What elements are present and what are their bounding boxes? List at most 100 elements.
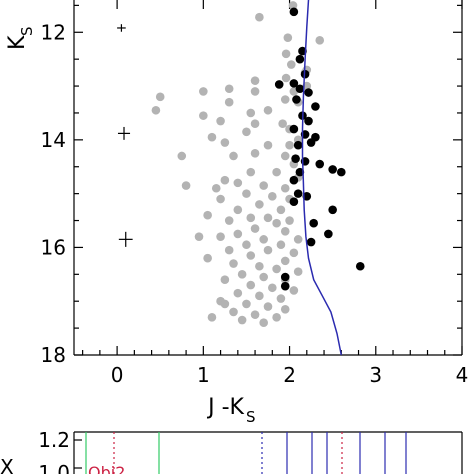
black-point: [311, 102, 320, 111]
gray-point: [233, 229, 243, 239]
gray-point: [250, 87, 260, 96]
gray-point: [272, 167, 281, 177]
black-point: [324, 229, 333, 239]
gray-point: [250, 224, 260, 233]
gray-point: [177, 151, 187, 161]
gray-point: [246, 213, 256, 223]
y-tick-label: 18: [41, 343, 66, 367]
obj-annotation: Obj2: [88, 463, 125, 474]
gray-point: [255, 291, 264, 301]
gray-point: [293, 267, 303, 276]
y-axis-title: K: [5, 35, 30, 50]
black-point: [293, 140, 303, 150]
gray-point: [259, 318, 268, 328]
gray-point: [289, 248, 299, 258]
gray-point: [259, 272, 268, 282]
gray-point: [259, 181, 268, 190]
gray-points-series: [151, 1, 325, 328]
gray-point: [242, 299, 251, 309]
gray-point: [293, 235, 303, 244]
gray-point: [263, 245, 273, 255]
black-point: [328, 205, 337, 215]
gray-point: [233, 288, 243, 298]
x-tick-label: 0: [111, 363, 124, 387]
gray-point: [229, 307, 238, 317]
black-point: [289, 79, 299, 88]
gray-point: [285, 140, 294, 150]
gray-point: [246, 167, 256, 177]
x-axis-title: J -K: [206, 395, 244, 420]
gray-point: [216, 232, 225, 241]
gray-point: [280, 95, 290, 104]
black-point: [289, 7, 299, 17]
gray-point: [233, 178, 243, 188]
y-tick-label: 12: [41, 20, 66, 44]
error-bars: [117, 24, 133, 247]
gray-point: [242, 189, 251, 198]
gray-point: [250, 148, 260, 158]
gray-point: [207, 313, 217, 322]
gray-point: [259, 235, 268, 244]
black-point: [291, 154, 300, 163]
gray-point: [280, 304, 290, 314]
black-point: [295, 84, 305, 94]
gray-point: [268, 283, 277, 293]
gray-point: [246, 251, 256, 260]
gray-point: [207, 132, 217, 142]
gray-point: [272, 218, 281, 228]
gray-point: [286, 60, 296, 69]
black-point: [328, 165, 337, 174]
gray-point: [216, 194, 225, 204]
gray-point: [199, 87, 208, 96]
gray-point: [288, 1, 298, 10]
gray-point: [278, 119, 287, 129]
black-point: [355, 261, 365, 271]
gray-point: [276, 294, 286, 303]
gray-point: [255, 261, 264, 271]
gray-point: [224, 84, 234, 94]
black-point: [298, 46, 307, 56]
gray-point: [250, 310, 260, 319]
gray-point: [224, 245, 234, 255]
lower-y-axis-title: X: [0, 455, 14, 474]
black-point: [304, 88, 313, 97]
gray-point: [263, 105, 273, 115]
gray-point: [255, 12, 264, 22]
gray-point: [199, 111, 208, 120]
x-tick-label: 4: [456, 363, 469, 387]
black-point: [293, 189, 303, 198]
gray-point: [276, 205, 286, 215]
y-ticks: 12 14 16 18: [41, 4, 462, 367]
gray-point: [242, 127, 251, 137]
gray-point: [233, 205, 243, 215]
black-point: [292, 95, 301, 104]
gray-point: [263, 140, 273, 150]
lower-panel: 1.2 1.0 X Obj2: [0, 428, 463, 474]
x-tick-label: 2: [283, 363, 296, 387]
x-tick-label: 3: [369, 363, 382, 387]
gray-point: [155, 92, 165, 102]
x-tick-label: 1: [197, 363, 210, 387]
black-point: [289, 197, 299, 207]
gray-point: [237, 315, 247, 325]
gray-point: [280, 151, 290, 161]
black-point: [336, 167, 346, 177]
black-point: [304, 116, 313, 126]
x-axis-title-subscript: S: [246, 408, 256, 426]
black-point: [295, 54, 305, 64]
gray-point: [263, 213, 273, 223]
black-point: [289, 124, 299, 134]
gray-point: [211, 183, 221, 193]
gray-point: [203, 253, 212, 263]
gray-point: [242, 240, 251, 250]
gray-point: [181, 181, 191, 190]
black-point: [280, 281, 290, 291]
black-point: [302, 192, 312, 201]
black-point: [306, 138, 316, 147]
gray-point: [268, 192, 277, 201]
black-point: [289, 175, 299, 185]
gray-point: [220, 138, 230, 147]
gray-point: [237, 270, 247, 279]
gray-point: [224, 97, 234, 107]
